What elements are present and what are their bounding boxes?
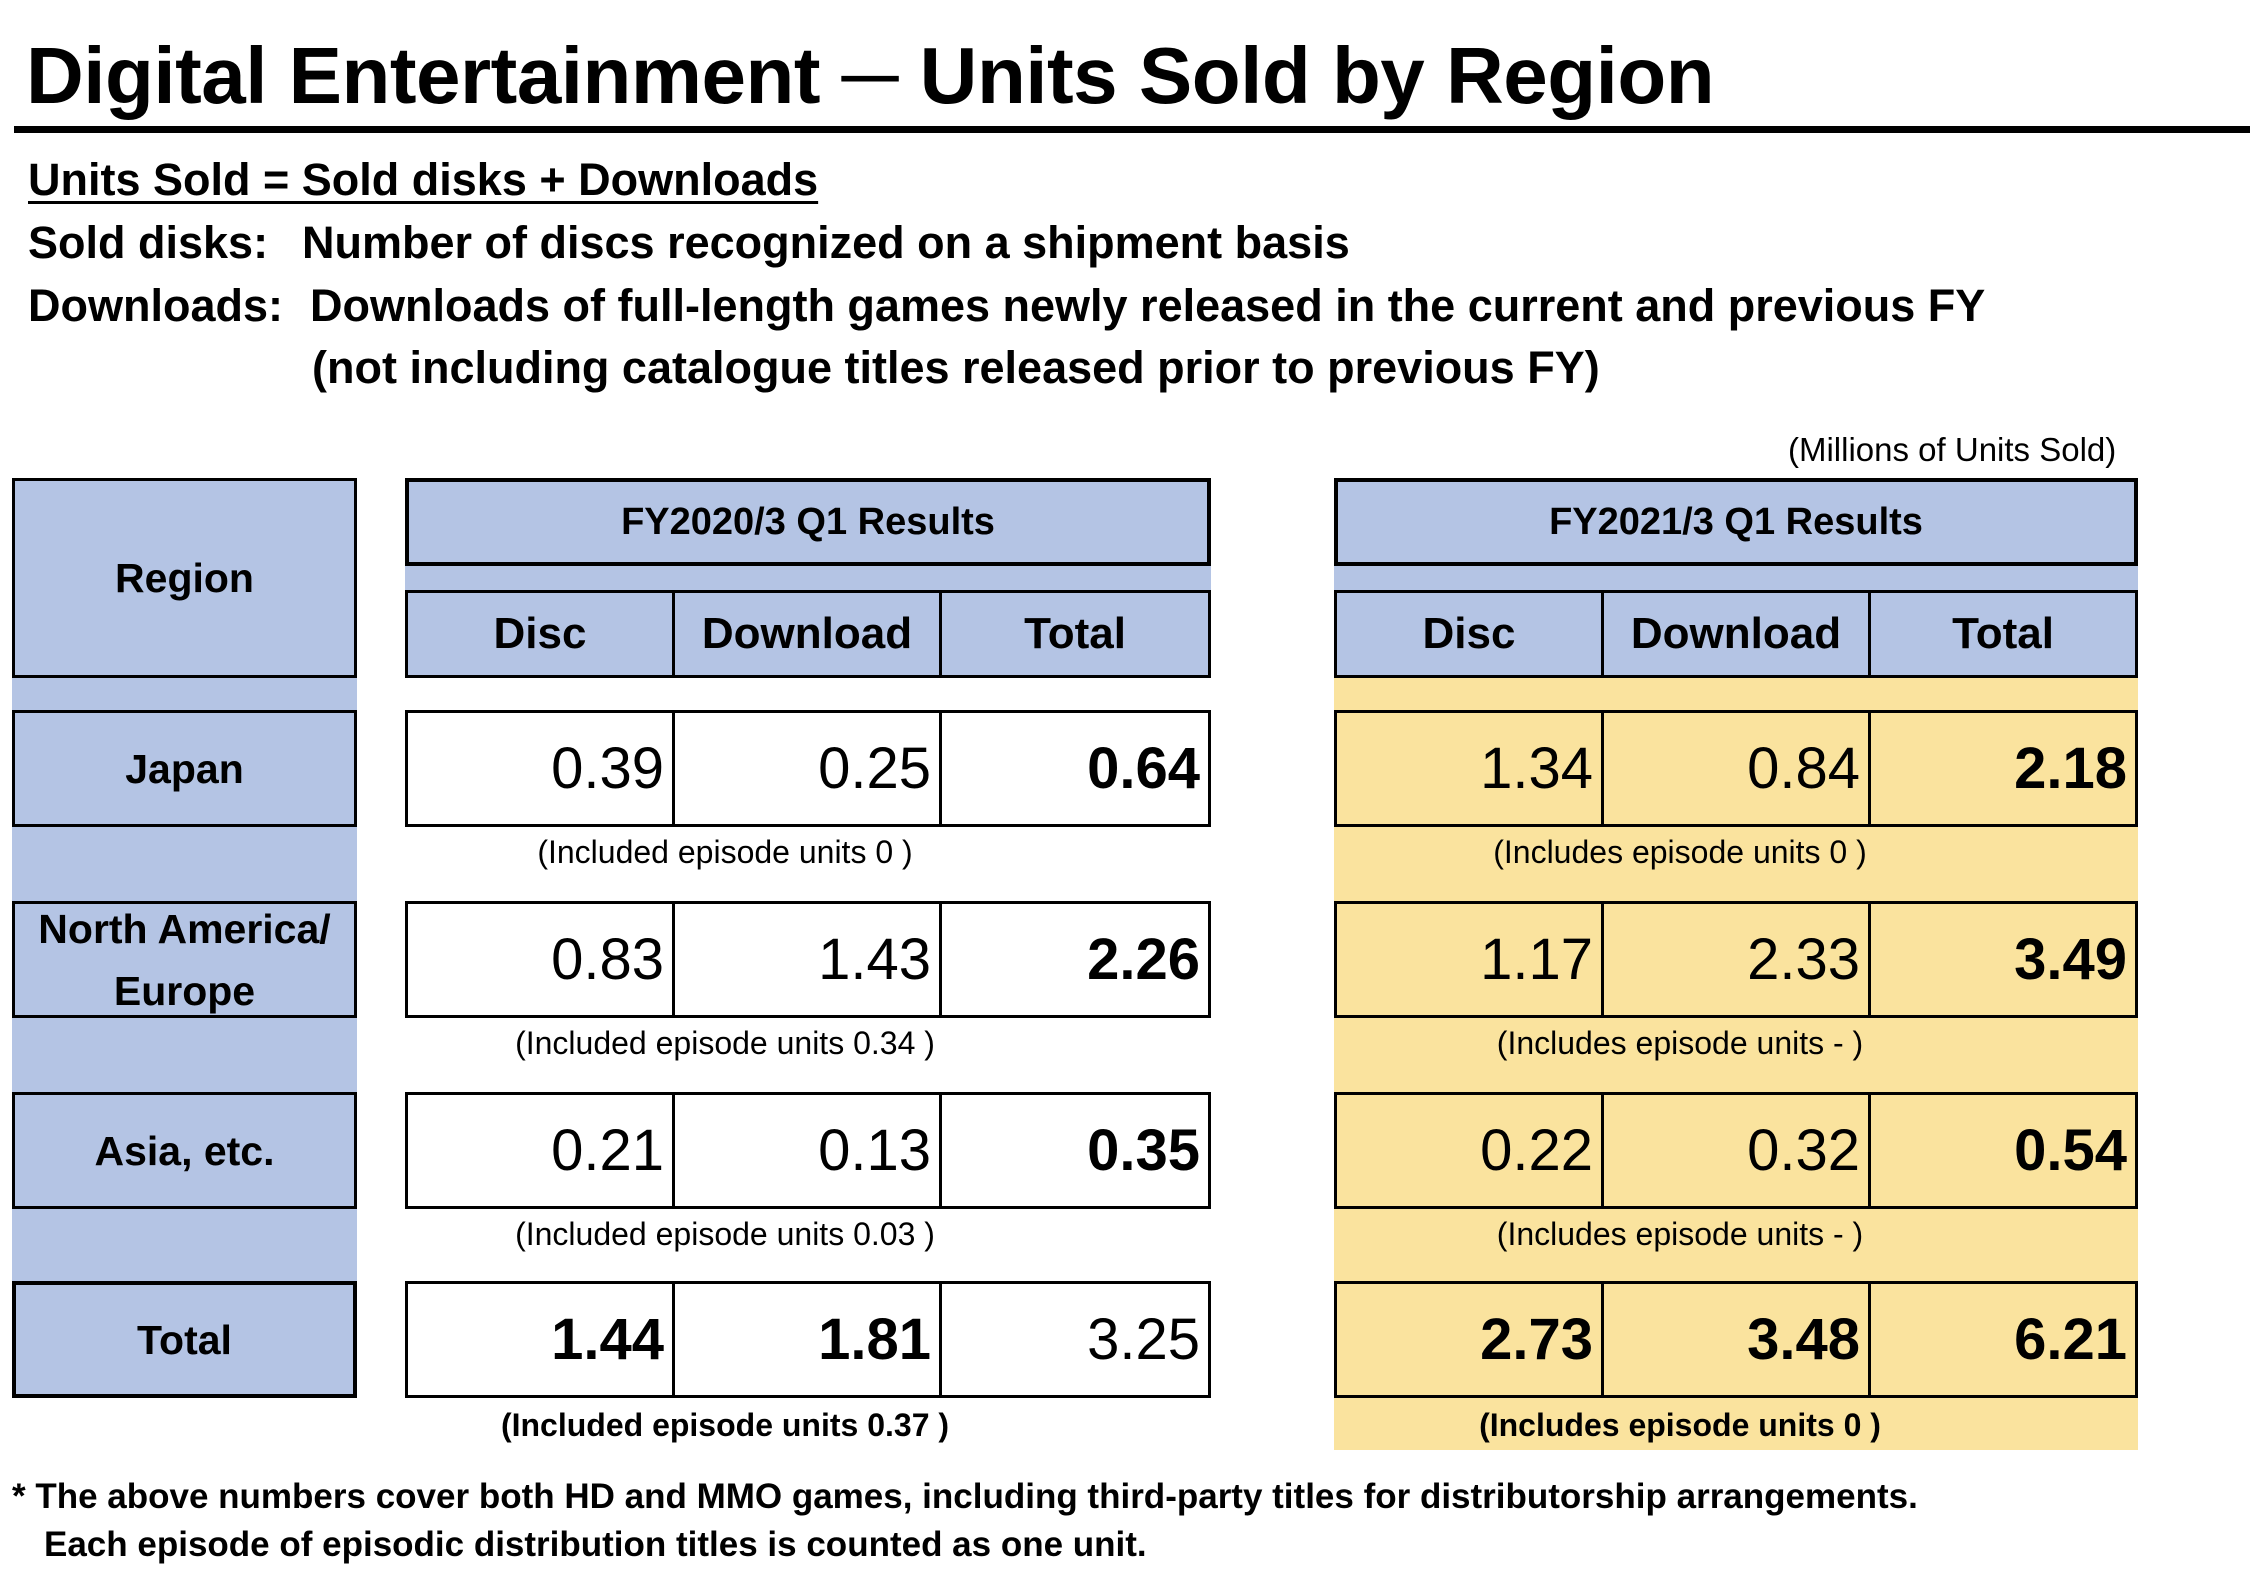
table-cell: 2.73 <box>1334 1281 1604 1398</box>
episode-note: (Included episode units 0 ) <box>537 834 913 870</box>
table-cell-total: 0.64 <box>939 710 1211 827</box>
table-cell-total: 2.26 <box>939 901 1211 1018</box>
table-cell: 0.22 <box>1334 1092 1604 1209</box>
column-label: Total <box>1024 609 1126 658</box>
table-cell: 3.48 <box>1601 1281 1871 1398</box>
table-cell: 0.13 <box>672 1092 942 1209</box>
episode-note: (Includes episode units - ) <box>1496 1025 1864 1061</box>
table-cell: 0.32 <box>1601 1092 1871 1209</box>
table-cell: 1.17 <box>1334 901 1604 1018</box>
region-asia: Asia, etc. <box>12 1092 357 1209</box>
region-label-line2: Europe <box>113 967 256 1014</box>
region-north-america-europe: North America/ Europe <box>12 901 357 1018</box>
region-label: North America/ <box>38 905 331 952</box>
table-cell: 0.25 <box>672 710 942 827</box>
column-label: Disc <box>1422 609 1516 658</box>
episode-note: (Included episode units 0.37 ) <box>500 1407 950 1443</box>
table-cell: 0.21 <box>405 1092 675 1209</box>
table-cell-total: 3.25 <box>939 1281 1211 1398</box>
table-cell: 0.84 <box>1601 710 1871 827</box>
table-cell: 1.81 <box>672 1281 942 1398</box>
column-label: Download <box>701 609 913 658</box>
column-label: Disc <box>493 609 587 658</box>
table-cell: 2.33 <box>1601 901 1871 1018</box>
table-cell: 1.34 <box>1334 710 1604 827</box>
footnote-line-1: * The above numbers cover both HD and MM… <box>12 1477 1918 1516</box>
fy2020-col-disc: Disc <box>405 590 675 678</box>
fy2021-header: FY2021/3 Q1 Results <box>1334 478 2138 566</box>
footnote-line-2: Each episode of episodic distribution ti… <box>44 1525 1147 1564</box>
period-label: FY2021/3 Q1 Results <box>1549 500 1923 543</box>
episode-note: (Included episode units 0.34 ) <box>515 1025 935 1061</box>
fy2021-col-total: Total <box>1868 590 2138 678</box>
table-cell-total: 3.49 <box>1868 901 2138 1018</box>
fy2021-col-download: Download <box>1601 590 1871 678</box>
episode-note: (Includes episode units 0 ) <box>1493 834 1867 870</box>
table-cell: 1.44 <box>405 1281 675 1398</box>
sold-disks-label: Sold disks: <box>28 217 269 268</box>
table-cell-total: 0.54 <box>1868 1092 2138 1209</box>
episode-note: (Includes episode units 0 ) <box>1479 1407 1881 1443</box>
region-header: Region <box>12 478 357 678</box>
unit-note: (Millions of Units Sold) <box>1788 431 2117 468</box>
region-label: Japan <box>125 745 244 792</box>
region-japan: Japan <box>12 710 357 827</box>
region-total: Total <box>12 1281 357 1398</box>
table-cell-total: 6.21 <box>1868 1281 2138 1398</box>
table-cell: 0.39 <box>405 710 675 827</box>
downloads-definition-note: (not including catalogue titles released… <box>312 342 1600 393</box>
fy2020-col-download: Download <box>672 590 942 678</box>
region-label: Total <box>137 1316 232 1363</box>
table-cell: 1.43 <box>672 901 942 1018</box>
region-label: Asia, etc. <box>94 1127 275 1174</box>
episode-note: (Includes episode units - ) <box>1496 1216 1864 1252</box>
sold-disks-definition: Number of discs recognized on a shipment… <box>302 217 1350 268</box>
episode-note: (Included episode units 0.03 ) <box>515 1216 935 1252</box>
definition-heading: Units Sold = Sold disks + Downloads <box>28 154 819 205</box>
downloads-label: Downloads: <box>28 280 283 331</box>
title-divider <box>14 126 2250 133</box>
table-cell: 0.83 <box>405 901 675 1018</box>
table-cell-total: 2.18 <box>1868 710 2138 827</box>
downloads-definition: Downloads of full-length games newly rel… <box>310 280 1986 331</box>
period-label: FY2020/3 Q1 Results <box>621 500 995 543</box>
column-label: Download <box>1630 609 1842 658</box>
table-cell-total: 0.35 <box>939 1092 1211 1209</box>
page-title: Digital Entertainment ─ Units Sold by Re… <box>26 31 1715 120</box>
fy2020-header: FY2020/3 Q1 Results <box>405 478 1211 566</box>
fy2020-col-total: Total <box>939 590 1211 678</box>
column-label: Total <box>1952 609 2054 658</box>
region-header-label: Region <box>115 555 254 601</box>
fy2021-col-disc: Disc <box>1334 590 1604 678</box>
